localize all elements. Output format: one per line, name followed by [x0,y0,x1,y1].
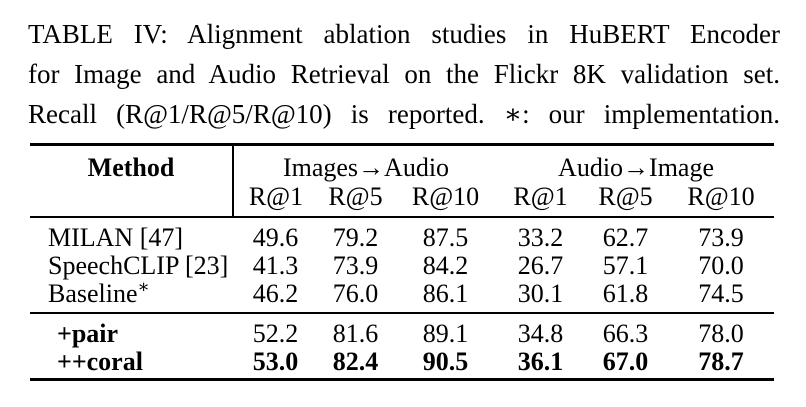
metric-header-r1-images: R@1 [248,182,304,211]
value-cell: 34.8 [517,319,564,348]
value-cell: 78.7 [698,347,744,376]
metric-header-r10-images: R@10 [411,182,480,211]
method-superscript: ∗ [137,276,150,297]
value-cell: 33.2 [517,223,564,252]
value-cell: 49.6 [252,223,299,252]
value-cell: 90.5 [422,347,469,376]
group-header-images-to-audio: Images→Audio [282,153,450,182]
value-cell: 53.0 [252,347,299,376]
value-cell: 67.0 [602,347,649,376]
value-cell: 79.2 [332,223,379,252]
method-label: Baseline [48,279,138,308]
value-cell: 84.2 [422,251,469,280]
value-cell: 46.2 [252,279,299,308]
value-cell: 30.1 [517,279,564,308]
ablation-section: +pair 52.2 81.6 89.1 34.8 66.3 78.0 ++co… [30,313,774,380]
value-cell: 41.3 [252,251,299,280]
baseline-section: MILAN [47] 49.6 79.2 87.5 33.2 62.7 73.9… [30,217,775,313]
value-cell: 70.0 [698,251,744,280]
method-cell: Baseline∗ [30,277,233,313]
method-cell: +pair [30,313,233,348]
table-row-pair: +pair 52.2 81.6 89.1 34.8 66.3 78.0 [30,313,774,348]
value-cell: 74.5 [698,279,744,308]
metric-header-r1-audio: R@1 [513,182,568,211]
value-cell: 52.2 [252,319,299,348]
metric-header-row: R@1 R@5 R@10 R@1 R@5 R@10 [30,182,774,217]
method-label: ++coral [57,347,143,376]
value-cell: 81.6 [332,319,379,348]
value-cell: 36.1 [517,347,564,376]
method-cell: MILAN [47] [30,217,233,252]
table-header: Method Images→Audio Audio→Image R@1 R@5 … [30,144,775,217]
table-row-milan: MILAN [47] 49.6 79.2 87.5 33.2 62.7 73.9 [30,217,774,252]
metric-header-r5-audio: R@5 [598,182,653,211]
value-cell: 66.3 [602,319,649,348]
value-cell: 62.7 [602,223,649,252]
caption-line-1: TABLE IV: Alignment ablation studies in … [28,19,780,49]
caption-line-3: Recall (R@1/R@5/R@10) is reported. ∗: ou… [28,99,780,129]
value-cell: 26.7 [517,251,564,280]
value-cell: 57.1 [602,251,649,280]
method-label: SpeechCLIP [23] [48,251,229,280]
method-label: +pair [57,319,119,348]
value-cell: 76.0 [332,279,379,308]
method-cell: SpeechCLIP [23] [30,252,233,280]
value-cell: 89.1 [422,319,469,348]
value-cell: 61.8 [602,279,649,308]
caption-line-2: for Image and Audio Retrieval on the Fli… [28,59,780,89]
value-cell: 73.9 [332,251,379,280]
value-cell: 86.1 [422,279,469,308]
group-header-audio-to-image: Audio→Image [558,153,715,182]
method-column-header: Method [30,144,234,217]
table-row-speechclip: SpeechCLIP [23] 41.3 73.9 84.2 26.7 57.1… [30,252,774,280]
metric-header-r10-audio: R@10 [687,182,755,211]
value-cell: 87.5 [422,223,469,252]
metric-header-r5-images: R@5 [328,182,383,211]
method-cell: ++coral [30,348,233,380]
value-cell: 78.0 [698,319,744,348]
value-cell: 73.9 [698,223,744,252]
results-table: Method Images→Audio Audio→Image R@1 R@5 … [30,143,775,381]
group-header-row: Method Images→Audio Audio→Image [30,144,774,217]
value-cell: 82.4 [332,347,379,376]
table-row-baseline: Baseline∗ 46.2 76.0 86.1 30.1 61.8 74.5 [30,277,774,313]
table-caption: TABLE IV: Alignment ablation studies in … [28,14,780,134]
method-label: MILAN [47] [48,223,184,252]
table-row-coral: ++coral 53.0 82.4 90.5 36.1 67.0 78.7 [30,348,774,380]
